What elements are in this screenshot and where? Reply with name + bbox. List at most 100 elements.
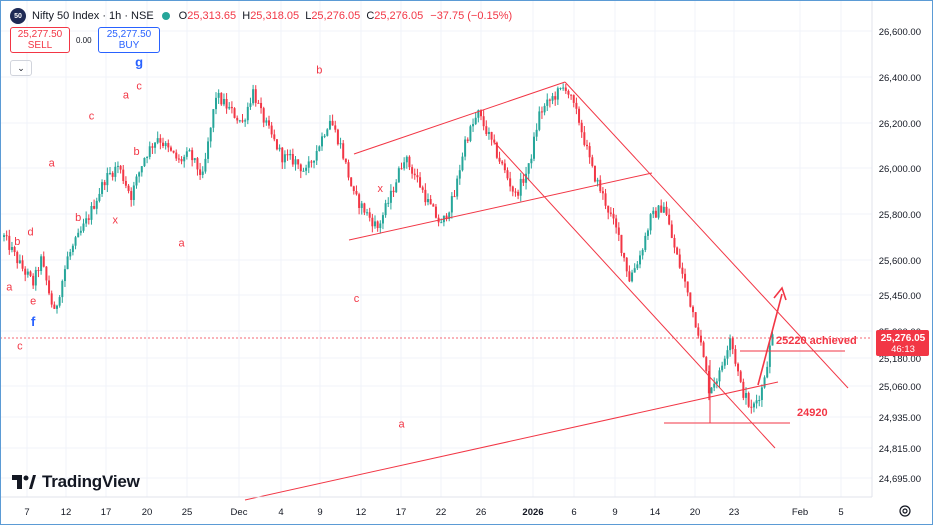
x-tick-label: 2026 <box>522 507 543 518</box>
candle-body <box>556 88 559 100</box>
candle-body <box>723 358 726 366</box>
y-tick-label: 25,800.00 <box>879 210 921 221</box>
arrow-head-icon <box>773 286 787 301</box>
candle-body <box>625 257 628 272</box>
candle-body <box>718 370 721 382</box>
candle-body <box>572 95 575 103</box>
candle-body <box>175 152 178 159</box>
candle-body <box>151 146 154 148</box>
candle-body <box>313 160 316 163</box>
wave-label-b: b <box>316 64 322 76</box>
trendline[interactable] <box>494 142 776 449</box>
candle-body <box>127 185 130 192</box>
candle-body <box>530 158 533 164</box>
x-tick-label: 22 <box>436 507 447 518</box>
candlestick-series <box>3 83 774 414</box>
candle-body <box>498 157 501 162</box>
candle-body <box>702 342 705 358</box>
candle-body <box>379 223 382 229</box>
candle-body <box>448 212 451 219</box>
price-tag-box <box>876 330 929 356</box>
y-tick-label: 24,695.00 <box>879 474 921 485</box>
candle-body <box>461 156 464 171</box>
candle-body <box>217 92 220 98</box>
symbol-title[interactable]: Nifty 50 Index · 1h · NSE <box>32 10 154 22</box>
wave-label-f: f <box>31 314 36 329</box>
candle-body <box>609 212 612 214</box>
candle-body <box>490 131 493 140</box>
tradingview-logo[interactable]: TradingView <box>12 472 140 492</box>
candle-body <box>474 117 477 125</box>
candle-body <box>5 235 8 237</box>
candle-body <box>188 150 191 152</box>
y-tick-label: 25,600.00 <box>879 256 921 267</box>
candle-body <box>639 255 641 265</box>
candle-body <box>477 110 480 118</box>
candle-body <box>771 334 774 346</box>
candle-body <box>138 172 141 177</box>
candle-body <box>434 206 437 218</box>
candle-body <box>654 210 657 218</box>
candle-body <box>752 403 755 408</box>
candle-body <box>220 92 223 105</box>
sell-label: SELL <box>27 40 53 51</box>
candle-body <box>199 169 202 175</box>
candle-body <box>98 193 101 201</box>
candle-body <box>548 99 551 101</box>
price-axis[interactable]: 26,600.00 26,400.00 26,200.00 26,000.00 25,8… <box>871 0 921 497</box>
candle-body <box>124 180 127 186</box>
candle-body <box>130 191 133 200</box>
trendline[interactable] <box>353 81 566 155</box>
candle-body <box>429 199 432 205</box>
candle-body <box>387 202 390 204</box>
candle-body <box>347 162 350 178</box>
candle-body <box>511 186 514 192</box>
wave-label-b: b <box>133 146 139 158</box>
sell-button[interactable]: 25,277.50 SELL <box>10 27 70 53</box>
candle-body <box>56 305 58 309</box>
candle-body <box>665 206 668 215</box>
candle-body <box>758 400 761 402</box>
candle-body <box>453 196 456 198</box>
trendline[interactable] <box>348 172 653 241</box>
candle-body <box>450 196 453 213</box>
candle-body <box>225 98 228 109</box>
x-tick-label: 7 <box>24 507 29 518</box>
candle-body <box>13 247 16 253</box>
candle-body <box>172 150 175 153</box>
wave-label-c: c <box>354 293 360 305</box>
candle-body <box>578 108 581 123</box>
candle-body <box>623 252 626 258</box>
candle-body <box>254 89 257 103</box>
x-tick-label: 23 <box>729 507 740 518</box>
x-tick-label: 17 <box>101 507 112 518</box>
candle-body <box>405 156 408 163</box>
candle-body <box>763 377 766 388</box>
time-axis[interactable]: 7 12 17 20 25 Dec 4 9 12 17 22 26 2026 6 9 14 20 23 Feb 5 <box>0 496 872 518</box>
candle-body <box>686 281 689 293</box>
candle-body <box>493 139 496 143</box>
y-tick-label: 24,935.00 <box>879 413 921 424</box>
trendline[interactable] <box>564 81 849 389</box>
wave-label-a: a <box>6 281 13 293</box>
buy-button[interactable]: 25,277.50 BUY <box>98 27 160 53</box>
candle-body <box>480 110 482 117</box>
projection-arrow[interactable] <box>757 293 783 386</box>
candle-body <box>305 167 308 171</box>
candle-body <box>246 106 249 121</box>
candle-body <box>419 177 422 188</box>
candle-body <box>678 254 681 268</box>
candle-body <box>525 173 528 183</box>
ohlc-change: −37.75 (−0.15%) <box>430 10 513 22</box>
candle-body <box>344 158 347 163</box>
candle-body <box>236 117 239 121</box>
wave-label-b: b <box>75 212 81 224</box>
candle-body <box>588 146 591 158</box>
candle-body <box>427 199 429 203</box>
collapse-button[interactable]: ⌄ <box>10 60 32 76</box>
candle-body <box>535 129 538 137</box>
gear-icon[interactable] <box>898 504 912 518</box>
y-tick-label: 26,400.00 <box>879 73 921 84</box>
trendline[interactable] <box>244 381 779 501</box>
